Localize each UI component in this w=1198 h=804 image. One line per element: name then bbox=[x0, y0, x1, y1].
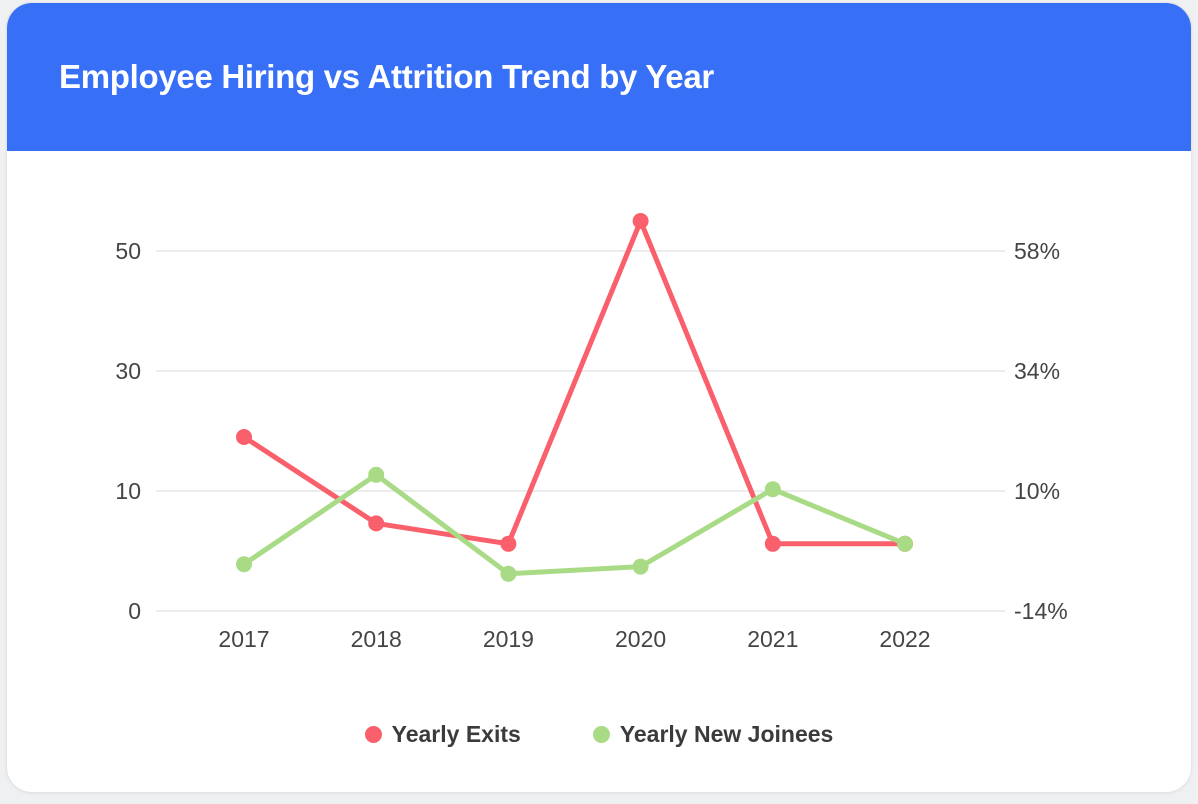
y-axis-left-tick: 0 bbox=[128, 598, 141, 624]
page-title: Employee Hiring vs Attrition Trend by Ye… bbox=[59, 58, 714, 95]
chart-legend: Yearly Exits Yearly New Joinees bbox=[7, 721, 1191, 748]
legend-item-yearly-exits[interactable]: Yearly Exits bbox=[364, 721, 521, 748]
yearly-new-joinees-point-2021[interactable] bbox=[764, 481, 781, 498]
yearly-exits-line bbox=[241, 218, 908, 547]
y-axis-right-tick: 10% bbox=[1014, 478, 1060, 504]
legend-label-yearly-new-joinees: Yearly New Joinees bbox=[619, 721, 834, 747]
x-axis-label: 2018 bbox=[351, 626, 402, 652]
yearly-new-joinees-point-2022[interactable] bbox=[897, 535, 913, 552]
yearly-new-joinees-point-2020[interactable] bbox=[632, 558, 649, 575]
yearly-exits-point-2020[interactable] bbox=[632, 213, 649, 229]
yearly-new-joinees-line bbox=[241, 472, 908, 577]
yearly-new-joinees-point-2017[interactable] bbox=[236, 556, 252, 573]
y-axis-right-tick: 58% bbox=[1014, 238, 1060, 264]
legend-item-yearly-new-joinees[interactable]: Yearly New Joinees bbox=[592, 721, 834, 748]
y-axis-right-tick: -14% bbox=[1014, 598, 1068, 624]
y-axis-right-tick: 34% bbox=[1014, 358, 1060, 384]
x-axis-label: 2020 bbox=[615, 626, 666, 652]
yearly-exits-point-2018[interactable] bbox=[368, 515, 385, 532]
yearly-new-joinees-point-2018[interactable] bbox=[368, 466, 385, 483]
x-axis-label: 2022 bbox=[879, 626, 930, 652]
y-axis-left-tick: 10 bbox=[115, 478, 141, 504]
chart-area: 50 30 10 0 58% 34% 10% -14% 2017 2018 2019 2020 2021… bbox=[7, 151, 1191, 792]
yearly-exits-point-2021[interactable] bbox=[764, 535, 781, 552]
exits-legend-dot-icon bbox=[364, 726, 382, 743]
trend-line-chart: 50 30 10 0 58% 34% 10% -14% 2017 2018 2019 2020 2021… bbox=[115, 213, 1068, 652]
legend-label-yearly-exits: Yearly Exits bbox=[391, 721, 521, 747]
y-axis-left-tick: 30 bbox=[115, 358, 141, 384]
x-axis-label: 2019 bbox=[483, 626, 534, 652]
x-axis-label: 2017 bbox=[218, 626, 269, 652]
yearly-exits-point-2019[interactable] bbox=[500, 535, 517, 552]
x-axis-label: 2021 bbox=[747, 626, 798, 652]
yearly-exits-point-2017[interactable] bbox=[236, 429, 252, 445]
joinees-legend-dot-icon bbox=[592, 726, 610, 743]
y-axis-left-tick: 50 bbox=[115, 238, 141, 264]
card-header: Employee Hiring vs Attrition Trend by Ye… bbox=[7, 3, 1191, 151]
yearly-new-joinees-point-2019[interactable] bbox=[500, 565, 517, 582]
chart-card: Employee Hiring vs Attrition Trend by Ye… bbox=[6, 2, 1192, 793]
